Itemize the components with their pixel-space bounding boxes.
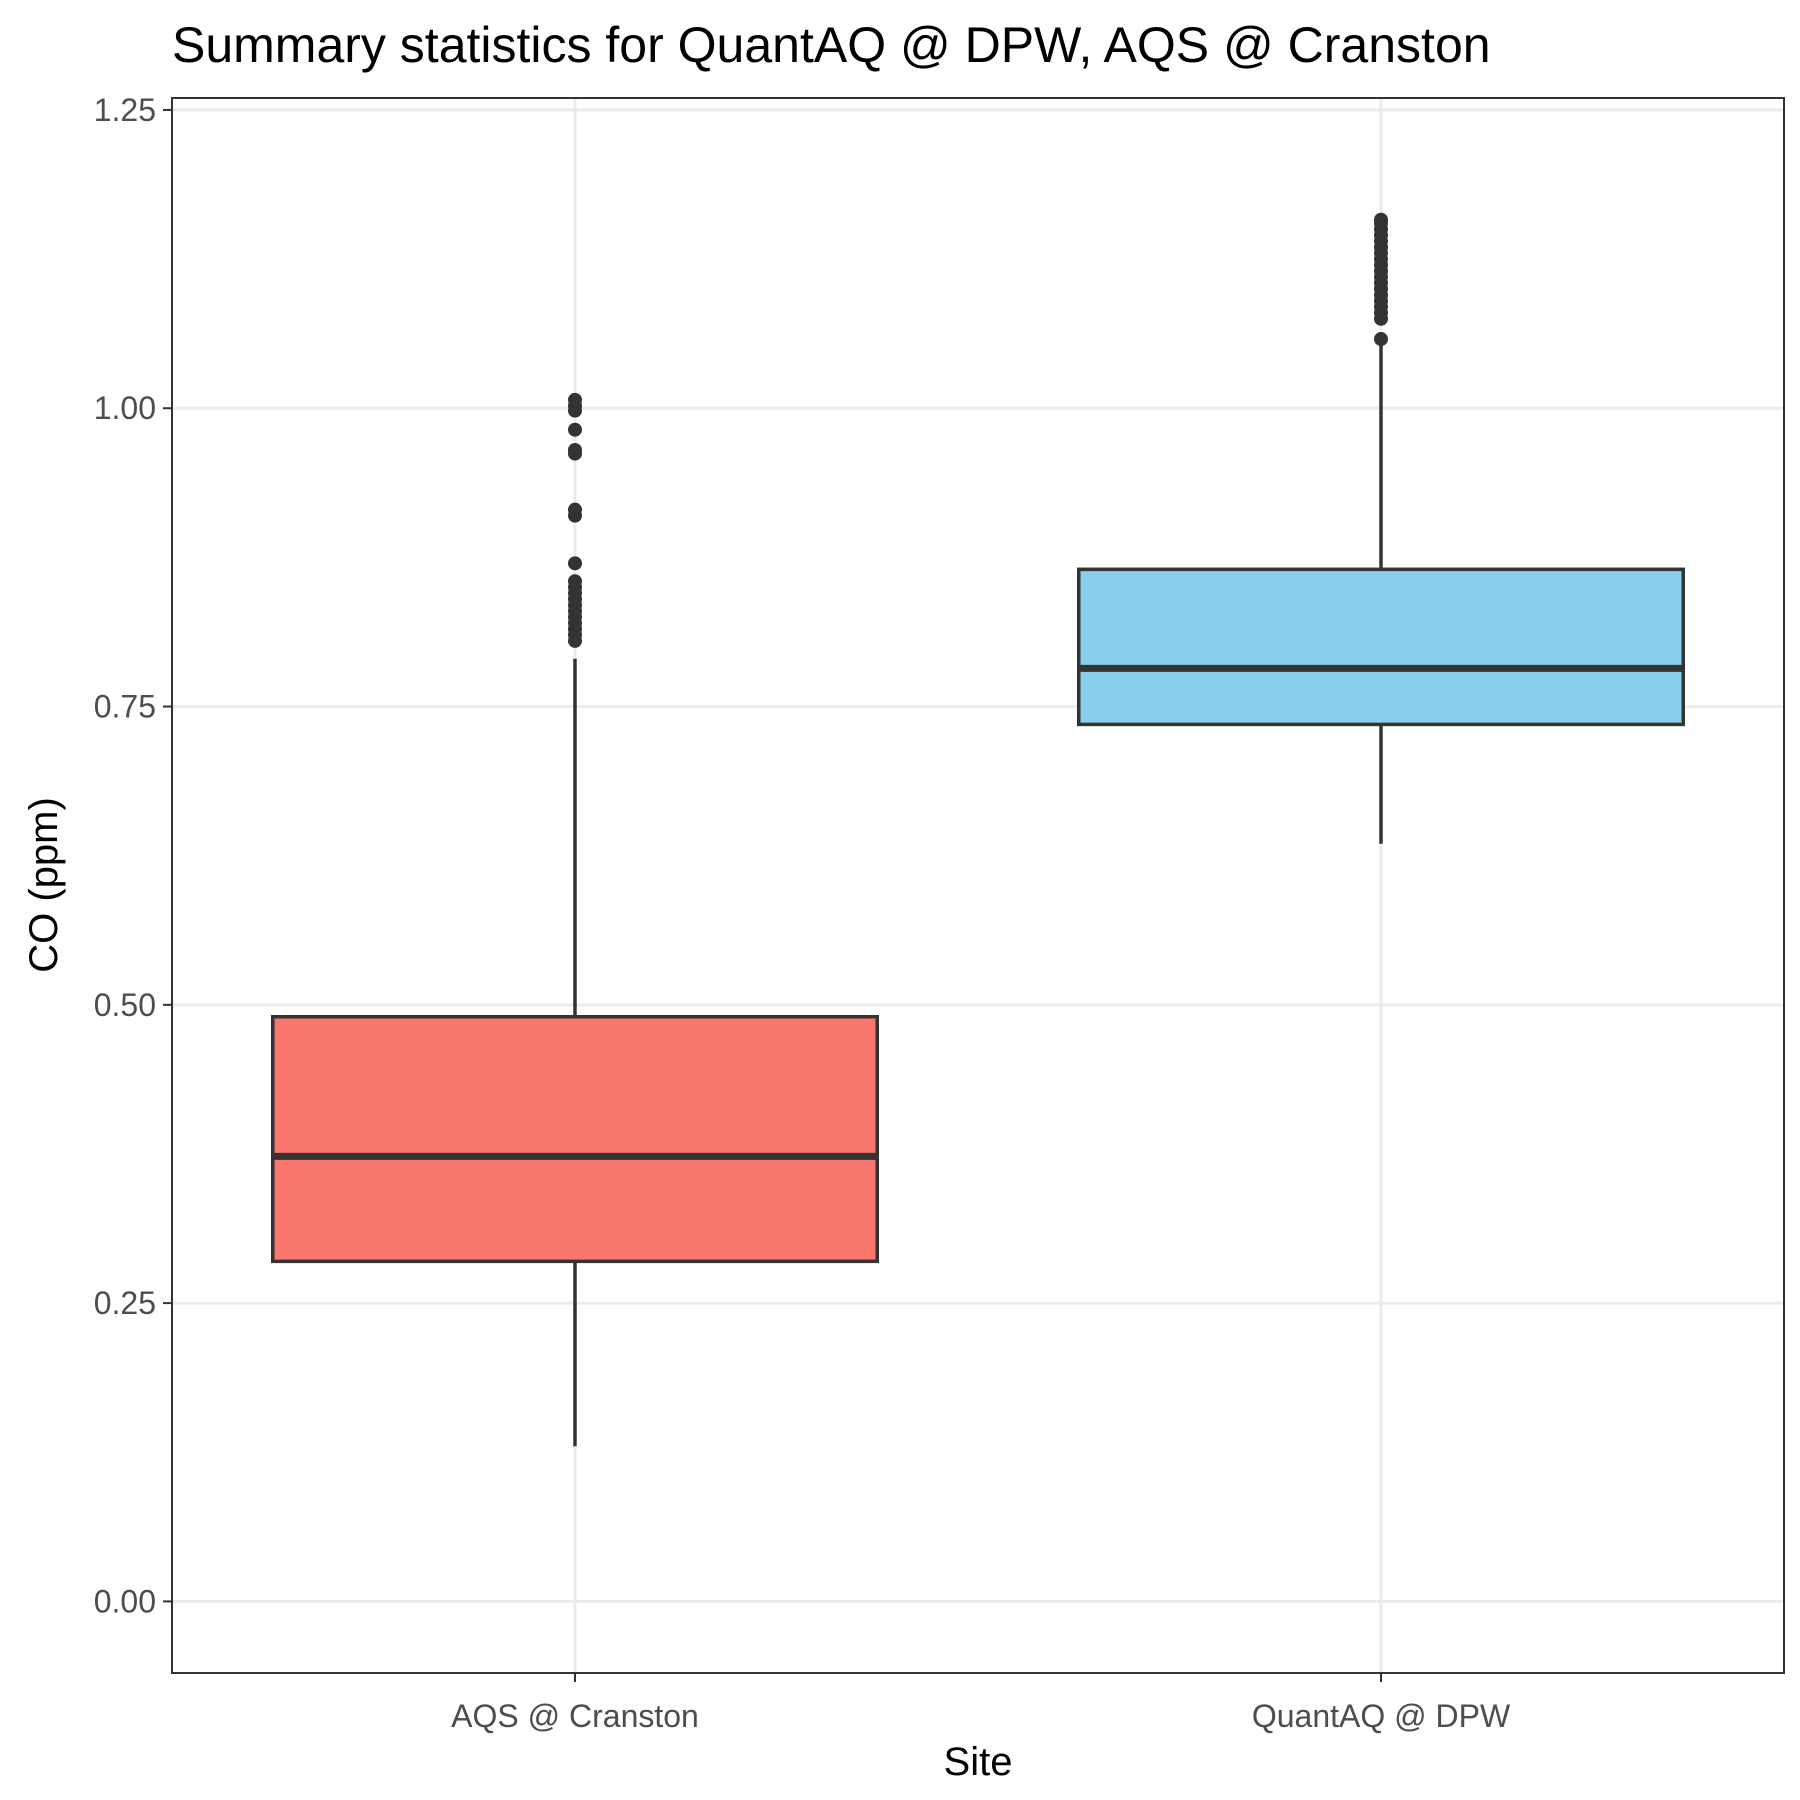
y-tick-label: 0.75 xyxy=(94,689,156,725)
y-tick-label: 1.00 xyxy=(94,390,156,426)
box-iqr xyxy=(1077,567,1685,727)
outlier-point xyxy=(1374,332,1388,347)
x-tick-label: QuantAQ @ DPW xyxy=(1252,1698,1511,1734)
y-axis-title: CO (ppm) xyxy=(22,797,66,973)
grid-layer xyxy=(172,98,1784,1673)
axis-layer: 0.00 0.25 0.50 0.75 1.00 1.25 AQS @ Cranston Qu… xyxy=(94,92,1511,1734)
outlier-point xyxy=(1374,212,1388,227)
plot-panel-border xyxy=(171,97,1785,1674)
y-tick-label: 0.50 xyxy=(94,987,156,1023)
box-group xyxy=(1077,212,1685,844)
outlier-point xyxy=(568,422,582,437)
box-iqr xyxy=(271,1015,879,1264)
outlier-point xyxy=(568,502,582,517)
outlier-point xyxy=(568,442,582,457)
box-group xyxy=(271,392,879,1447)
outlier-point xyxy=(568,574,582,589)
chart-title: Summary statistics for QuantAQ @ DPW, AQ… xyxy=(172,17,1491,73)
x-axis-title: Site xyxy=(944,1740,1013,1784)
y-tick-label: 0.00 xyxy=(94,1583,156,1619)
x-tick-label: AQS @ Cranston xyxy=(451,1698,699,1734)
outlier-point xyxy=(568,392,582,407)
box-layer xyxy=(271,212,1685,1447)
outlier-point xyxy=(568,556,582,571)
y-tick-label: 0.25 xyxy=(94,1285,156,1321)
y-tick-label: 1.25 xyxy=(94,92,156,128)
